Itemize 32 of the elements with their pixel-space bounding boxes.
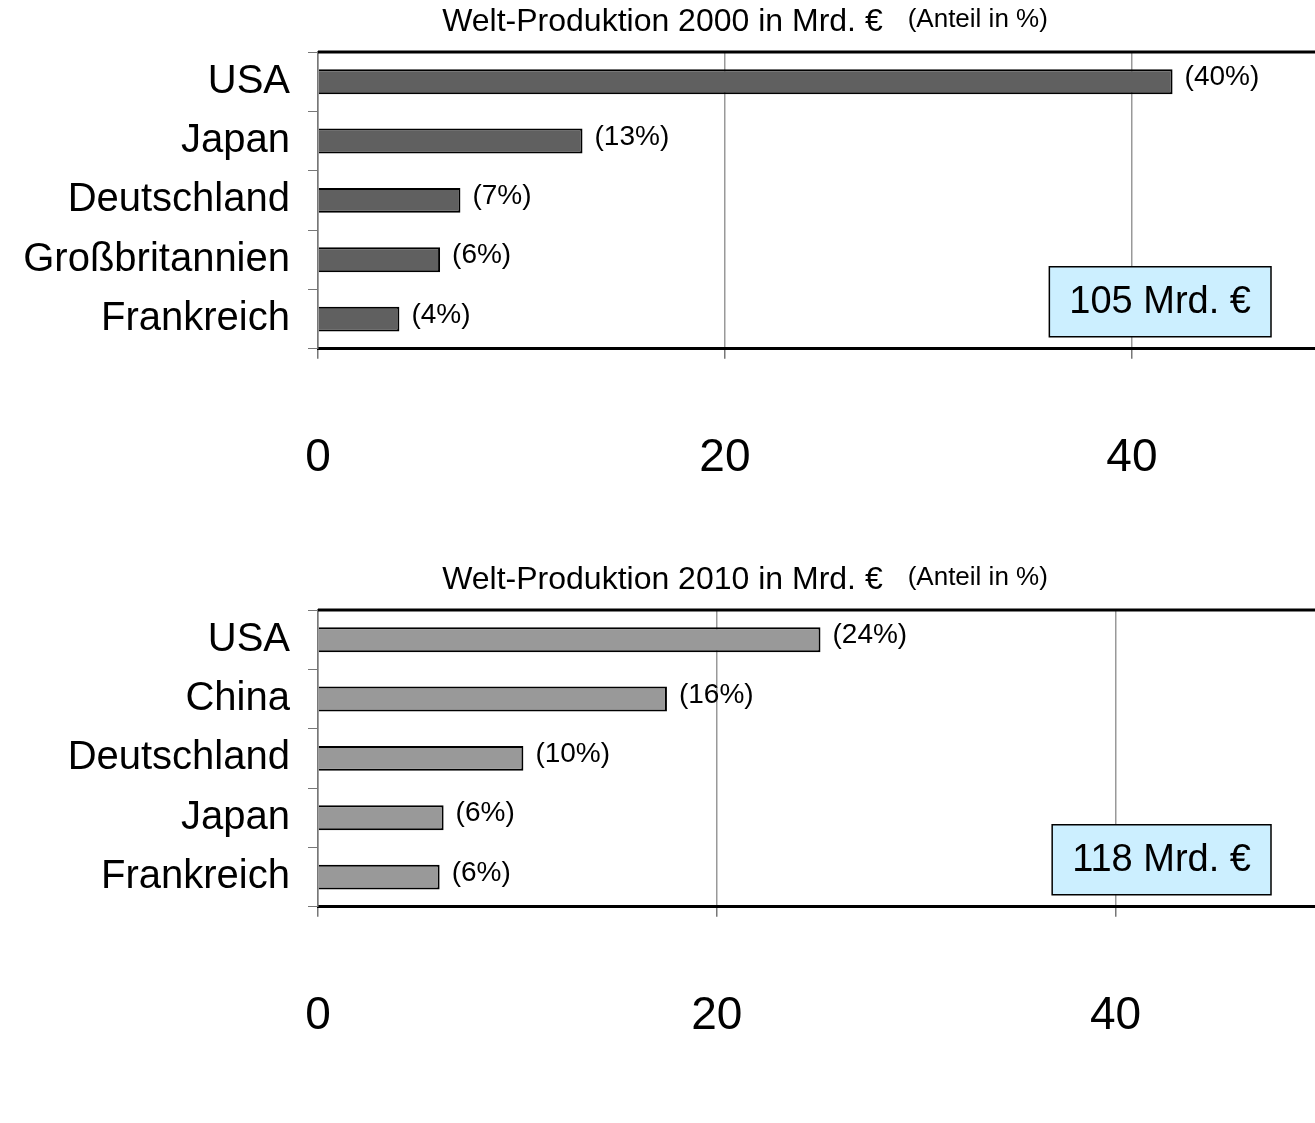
chart-title: Welt-Produktion 2000 in Mrd. € [442, 1, 883, 38]
annotation: (7%) [472, 179, 532, 211]
y-tick-label: Frankreich [101, 852, 290, 897]
y-tick-label: Japan [181, 792, 290, 837]
annotation: (6%) [452, 238, 512, 270]
annotation: (4%) [411, 297, 471, 329]
x-tick-label: 20 [691, 987, 743, 1040]
y-tick-label: Deutschland [67, 175, 290, 220]
annotation: (16%) [678, 677, 754, 709]
x-tick-label: 20 [699, 429, 751, 482]
y-tick-label: China [185, 674, 291, 719]
x-tick-label: 40 [1106, 429, 1158, 482]
y-tick-label: USA [207, 614, 291, 659]
x-tick-label: 40 [1090, 987, 1142, 1040]
annotation: 118 Mrd. € [1072, 837, 1252, 880]
chart-subtitle: (Anteil in %) [907, 3, 1048, 34]
annotation: (40%) [1184, 60, 1260, 92]
y-tick-label: Großbritannien [23, 234, 290, 279]
chart-title: Welt-Produktion 2010 in Mrd. € [442, 559, 883, 596]
annotation: (24%) [832, 618, 908, 650]
annotation: 105 Mrd. € [1069, 279, 1251, 322]
y-tick-label: USA [207, 56, 291, 101]
annotation: (10%) [535, 737, 611, 769]
annotation: (6%) [451, 855, 511, 887]
annotation: (6%) [455, 796, 515, 828]
y-tick-label: Frankreich [101, 294, 290, 339]
chart-subtitle: (Anteil in %) [907, 561, 1048, 592]
y-tick-label: Japan [181, 116, 290, 161]
annotation: (13%) [594, 119, 670, 151]
x-tick-label: 0 [305, 429, 331, 482]
y-tick-label: Deutschland [67, 733, 290, 778]
x-tick-label: 0 [305, 987, 331, 1040]
